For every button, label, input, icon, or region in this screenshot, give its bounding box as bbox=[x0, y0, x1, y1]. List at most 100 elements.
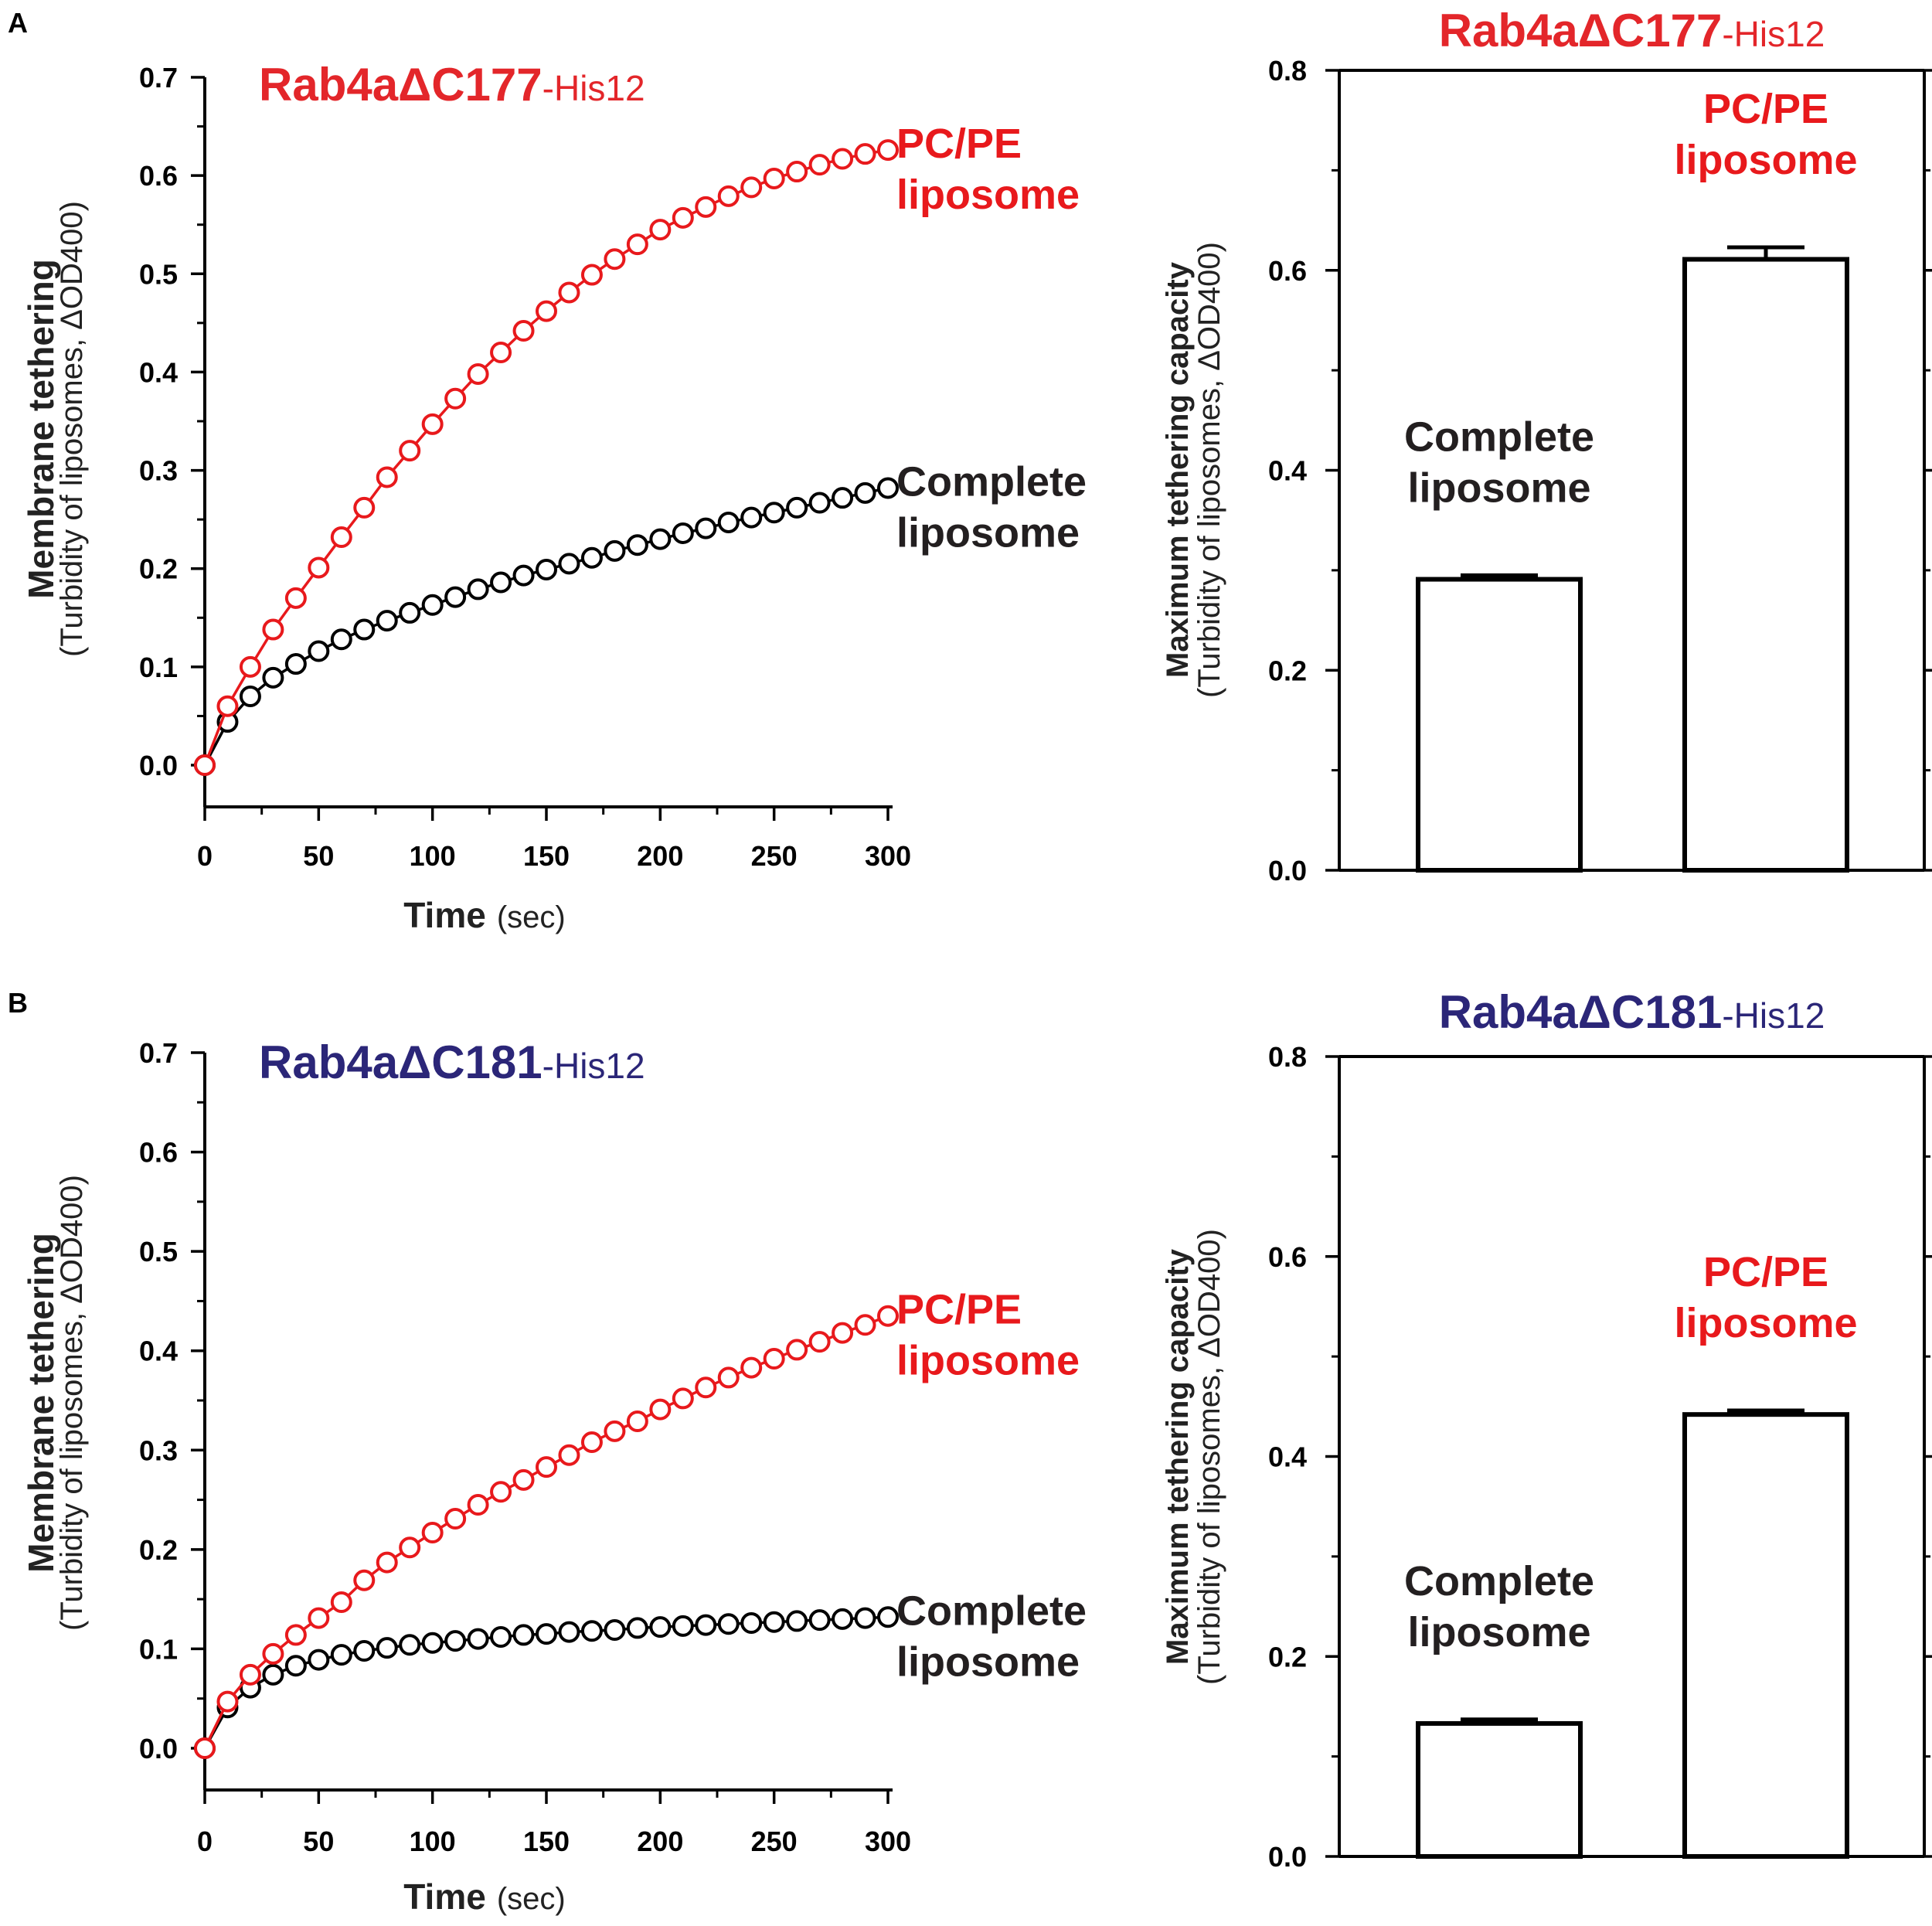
series-label: PC/PE bbox=[896, 1287, 1022, 1333]
x-tick-label: 300 bbox=[865, 840, 911, 872]
data-point bbox=[740, 1612, 763, 1634]
y-tick-label: 0.5 bbox=[139, 1236, 178, 1268]
y-tick-label: 0.0 bbox=[139, 1733, 178, 1764]
data-point bbox=[421, 1632, 444, 1654]
data-point bbox=[854, 1314, 876, 1336]
panel-letter-A: A bbox=[8, 7, 28, 39]
series-line bbox=[203, 1315, 889, 1749]
data-point bbox=[854, 143, 876, 165]
data-point bbox=[512, 1624, 535, 1646]
data-point bbox=[604, 1619, 626, 1641]
data-point bbox=[421, 594, 444, 616]
y-tick-label: 0.0 bbox=[1268, 1841, 1307, 1873]
data-point bbox=[580, 264, 603, 286]
data-point bbox=[832, 1608, 854, 1630]
data-point bbox=[763, 1611, 785, 1633]
data-point bbox=[512, 320, 535, 342]
data-point bbox=[763, 167, 785, 189]
data-point bbox=[490, 342, 512, 363]
data-point bbox=[308, 1607, 330, 1629]
data-point bbox=[717, 1366, 740, 1389]
data-point bbox=[717, 1613, 740, 1635]
x-axis-title-unit: (sec) bbox=[497, 1882, 566, 1916]
y-axis-title: Membrane tethering bbox=[21, 1233, 61, 1573]
chart-title: Rab4aΔC177-His12 bbox=[1439, 5, 1825, 56]
bar bbox=[1416, 577, 1583, 873]
data-point bbox=[604, 539, 626, 562]
x-tick-label: 250 bbox=[751, 1826, 798, 1857]
bar-chart-B: 0.0 0.2 0.4 0.6 0.8 Maximum tethering capacit… bbox=[1161, 986, 1932, 1873]
bar-label: Complete bbox=[1404, 1558, 1594, 1604]
data-point bbox=[239, 686, 261, 707]
data-point bbox=[649, 528, 672, 550]
data-point bbox=[832, 1322, 854, 1344]
data-point bbox=[740, 506, 763, 529]
data-point bbox=[786, 1339, 808, 1361]
y-tick-label: 0.6 bbox=[1268, 1241, 1307, 1273]
x-tick-label: 0 bbox=[197, 840, 213, 872]
x-tick-label: 100 bbox=[410, 840, 456, 872]
chart-title-suffix: -His12 bbox=[1722, 995, 1825, 1036]
x-axis-title-main: Time bbox=[403, 1877, 486, 1917]
data-point bbox=[558, 281, 580, 304]
x-tick-label: 200 bbox=[637, 840, 683, 872]
data-point bbox=[284, 587, 307, 609]
bar-label: PC/PE bbox=[1703, 1249, 1828, 1295]
data-point bbox=[740, 176, 763, 199]
data-point bbox=[284, 1655, 307, 1677]
y-tick-label: 0.6 bbox=[139, 1137, 178, 1169]
data-point bbox=[330, 628, 352, 651]
series-label: Complete bbox=[896, 1587, 1087, 1634]
data-point bbox=[580, 1620, 603, 1642]
bar bbox=[1682, 1412, 1849, 1859]
chart-title-main: Rab4aΔC181 bbox=[259, 1036, 543, 1088]
data-point bbox=[467, 362, 489, 385]
data-point bbox=[580, 1431, 603, 1453]
data-point bbox=[194, 754, 216, 776]
data-point bbox=[604, 1420, 626, 1442]
data-point bbox=[649, 1398, 672, 1421]
data-point bbox=[216, 1690, 239, 1713]
series-line bbox=[203, 486, 889, 766]
data-point bbox=[808, 1331, 831, 1353]
x-tick-label: 150 bbox=[523, 840, 570, 872]
bar-label: liposome bbox=[1674, 137, 1857, 183]
data-point bbox=[672, 1387, 694, 1410]
y-axis-title: Membrane tethering bbox=[21, 259, 61, 599]
data-point bbox=[604, 248, 626, 271]
data-point bbox=[649, 219, 672, 241]
x-axis-title: Time (sec) bbox=[403, 1877, 565, 1917]
data-point bbox=[399, 601, 421, 624]
line-chart-B: 0.0 0.1 0.2 0.3 0.4 0.5 0.6 0.7 0 50 100 150 200 250 3… bbox=[21, 1036, 1087, 1917]
data-point bbox=[399, 1634, 421, 1656]
data-point bbox=[832, 148, 854, 170]
data-point bbox=[854, 482, 876, 504]
chart-title-suffix: -His12 bbox=[543, 1046, 645, 1086]
data-point bbox=[239, 655, 261, 678]
x-axis-title-unit: (sec) bbox=[497, 900, 566, 934]
bar-label: liposome bbox=[1674, 1300, 1857, 1346]
y-tick-label: 0.8 bbox=[1268, 55, 1307, 87]
data-point bbox=[832, 487, 854, 509]
data-point bbox=[399, 1536, 421, 1559]
data-point bbox=[467, 578, 489, 601]
x-tick-label: 150 bbox=[523, 1826, 570, 1857]
data-point bbox=[239, 1663, 261, 1686]
data-point bbox=[536, 300, 557, 322]
y-tick-label: 0.5 bbox=[139, 258, 178, 290]
y-tick-label: 0.1 bbox=[139, 1633, 178, 1665]
data-point bbox=[877, 1305, 899, 1327]
data-point bbox=[808, 492, 831, 514]
y-tick-label: 0.2 bbox=[139, 553, 178, 585]
x-axis-title-main: Time bbox=[403, 895, 486, 935]
y-tick-label: 0.4 bbox=[139, 356, 178, 388]
data-point bbox=[672, 1615, 694, 1637]
bar-group: PC/PE liposome bbox=[1674, 1249, 1858, 1859]
bar-group: PC/PE liposome bbox=[1674, 86, 1858, 873]
y-tick-label: 0.1 bbox=[139, 652, 178, 683]
y-tick-label: 0.3 bbox=[139, 1434, 178, 1466]
data-point bbox=[444, 1508, 467, 1530]
chart-title: Rab4aΔC181-His12 bbox=[259, 1036, 645, 1088]
